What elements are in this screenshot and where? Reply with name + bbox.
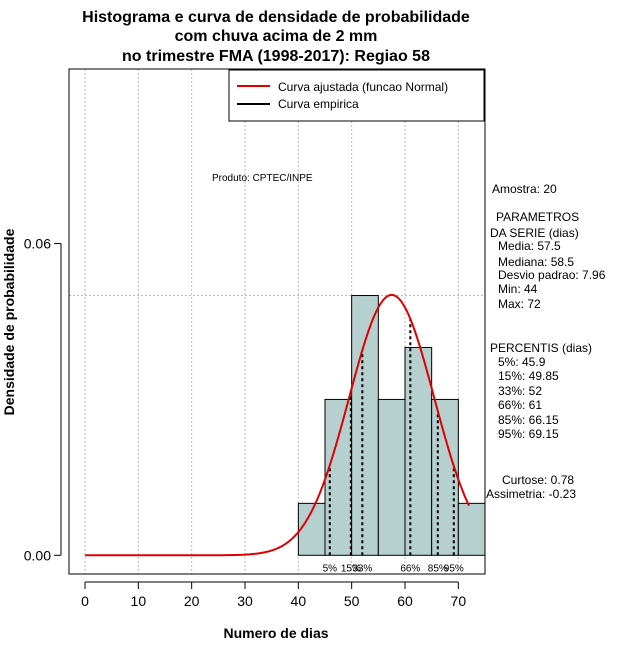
percentile-line-label: 15% [341, 563, 361, 574]
legend: Curva ajustada (funcao Normal) Curva emp… [228, 69, 485, 122]
y-tick-label: 0.06 [24, 236, 51, 252]
percentile-66: 66%: 61 [498, 398, 542, 412]
param-min: Min: 44 [498, 282, 538, 296]
param-max: Max: 72 [498, 297, 541, 311]
percentile-15: 15%: 49.85 [498, 369, 559, 383]
params-header-1: PARAMETROS [496, 210, 579, 224]
x-tick-label: 50 [344, 593, 360, 609]
plot-frame [68, 68, 486, 575]
x-axis: 0 10 20 30 40 50 60 70 [81, 581, 467, 609]
sample-size: Amostra: 20 [492, 182, 557, 196]
x-tick-label: 10 [131, 593, 147, 609]
histogram-bars [297, 295, 486, 556]
product-credit: Produto: CPTEC/INPE [212, 173, 313, 184]
x-tick-label: 70 [451, 593, 467, 609]
percentile-95: 95%: 69.15 [498, 427, 559, 441]
percentiles-header: PERCENTIS (dias) [490, 341, 592, 355]
y-axis: 0.00 0.06 [24, 236, 62, 563]
normal-fit-curve [85, 293, 470, 557]
legend-box [228, 69, 485, 122]
legend-label-fit: Curva ajustada (funcao Normal) [278, 80, 448, 94]
title-line-2: com chuva acima de 2 mm [175, 28, 378, 45]
x-tick-label: 30 [237, 593, 253, 609]
y-axis-title: Densidade de probabilidade [1, 228, 17, 415]
x-tick-label: 60 [397, 593, 413, 609]
x-tick-label: 40 [291, 593, 307, 609]
x-tick-label: 0 [81, 593, 89, 609]
chart-title: Histograma e curva de densidade de proba… [82, 9, 470, 65]
params-header-2: DA SERIE (dias) [490, 226, 579, 240]
histogram-bar [457, 502, 486, 556]
skewness: Assimetria: -0.23 [486, 487, 576, 501]
legend-label-empirical: Curva empirica [278, 97, 359, 111]
percentile-33: 33%: 52 [498, 384, 542, 398]
param-median: Mediana: 58.5 [498, 255, 574, 269]
x-axis-title: Numero de dias [223, 625, 328, 641]
percentile-line-label: 33% [352, 563, 372, 574]
percentile-line-label: 85% [428, 563, 448, 574]
x-tick-label: 20 [184, 593, 200, 609]
percentile-85: 85%: 66.15 [498, 413, 559, 427]
param-sd: Desvio padrao: 7.96 [498, 268, 606, 282]
y-tick-label: 0.00 [24, 547, 51, 563]
percentile-line-label: 66% [400, 563, 420, 574]
histogram-bar [404, 346, 433, 556]
percentile-5: 5%: 45.9 [498, 355, 546, 369]
histogram-bar [431, 398, 459, 556]
histogram-bar [351, 295, 379, 556]
percentile-line-label: 5% [323, 563, 338, 574]
histogram-bar [324, 398, 353, 556]
title-line-3: no trimestre FMA (1998-2017): Regiao 58 [122, 48, 430, 65]
percentile-line-label: 95% [444, 563, 464, 574]
percentile-labels: 5% 15%33% 66% 85%95% [323, 563, 464, 574]
percentile-lines [328, 318, 455, 556]
param-mean: Media: 57.5 [498, 239, 561, 253]
histogram-bar [377, 398, 406, 556]
kurtosis: Curtose: 0.78 [502, 473, 574, 487]
statistics-panel: Amostra: 20 PARAMETROS DA SERIE (dias) M… [486, 182, 606, 501]
title-line-1: Histograma e curva de densidade de proba… [82, 9, 470, 26]
